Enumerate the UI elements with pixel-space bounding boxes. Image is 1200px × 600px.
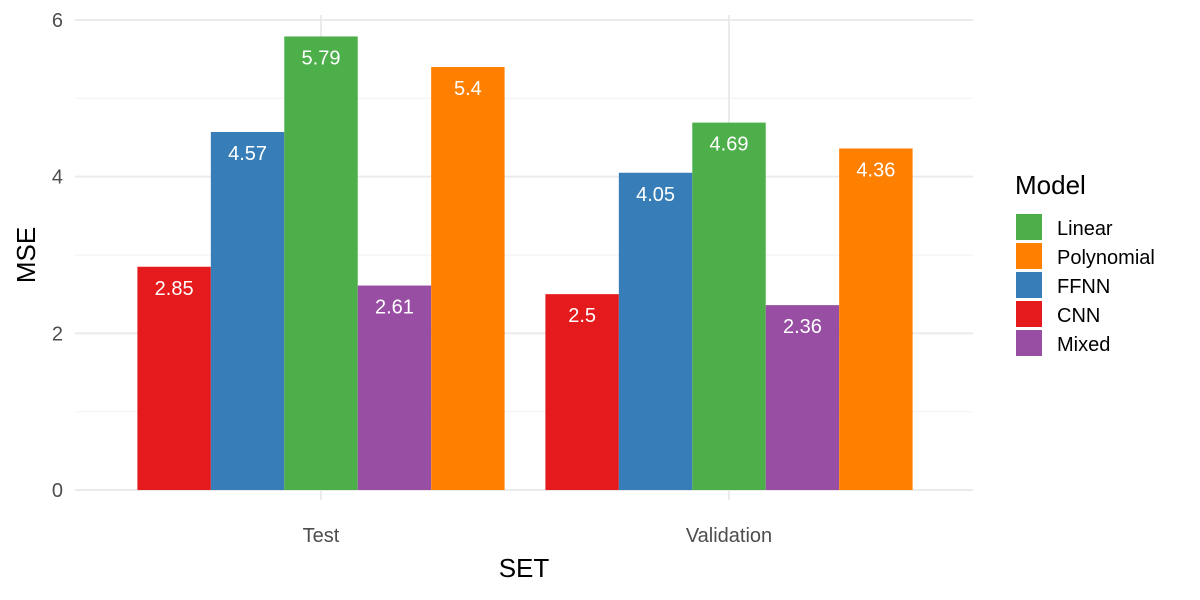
y-axis-ticks: 0 2 4 6 bbox=[52, 10, 63, 502]
bar-cnn-validation bbox=[545, 294, 619, 490]
bar-mixed-test bbox=[357, 285, 432, 490]
x-tick-label: Test bbox=[303, 525, 340, 547]
bar-ffnn-test bbox=[210, 132, 285, 490]
bar-value-label: 2.61 bbox=[375, 297, 414, 319]
legend-items: Linear Polynomial FFNN CNN Mixed bbox=[1016, 214, 1155, 356]
bar-cnn-test bbox=[137, 266, 211, 490]
y-tick-label: 4 bbox=[52, 167, 63, 189]
legend-label-linear: Linear bbox=[1057, 218, 1113, 240]
y-tick-label: 0 bbox=[52, 480, 63, 502]
bar-linear-test bbox=[284, 36, 358, 490]
y-tick-label: 2 bbox=[52, 323, 63, 345]
bar-polynomial-validation bbox=[839, 148, 913, 490]
legend: Model Linear Polynomial FFNN CNN Mixed bbox=[1015, 170, 1155, 356]
x-axis-ticks: Test Validation bbox=[303, 525, 773, 547]
bar-value-label: 4.05 bbox=[636, 184, 675, 206]
bar-value-label: 2.36 bbox=[783, 316, 822, 338]
x-axis-title: SET bbox=[499, 553, 550, 583]
legend-swatch-cnn bbox=[1016, 301, 1042, 327]
bar-value-label: 4.69 bbox=[710, 134, 749, 156]
bar-value-label: 4.57 bbox=[228, 143, 267, 165]
legend-swatch-mixed bbox=[1016, 330, 1042, 356]
bars-layer bbox=[137, 36, 913, 490]
bar-linear-validation bbox=[692, 122, 766, 490]
legend-label-cnn: CNN bbox=[1057, 305, 1100, 327]
legend-label-polynomial: Polynomial bbox=[1057, 247, 1155, 269]
legend-swatch-polynomial bbox=[1016, 243, 1042, 269]
legend-label-mixed: Mixed bbox=[1057, 334, 1110, 356]
bar-value-label: 5.79 bbox=[302, 47, 341, 69]
bar-labels-layer: 2.85 2.5 4.57 4.05 5.79 4.69 2.61 2.36 5.4 4.36 bbox=[155, 47, 896, 338]
bar-polynomial-test bbox=[431, 67, 505, 490]
y-axis-title: MSE bbox=[11, 227, 41, 283]
legend-title: Model bbox=[1015, 170, 1086, 200]
bar-value-label: 4.36 bbox=[856, 159, 895, 181]
bar-value-label: 5.4 bbox=[454, 78, 482, 100]
legend-swatch-linear bbox=[1016, 214, 1042, 240]
y-tick-label: 6 bbox=[52, 10, 63, 32]
bar-value-label: 2.85 bbox=[155, 278, 194, 300]
bar-ffnn-validation bbox=[618, 172, 693, 490]
bar-value-label: 2.5 bbox=[568, 305, 596, 327]
legend-label-ffnn: FFNN bbox=[1057, 276, 1110, 298]
bar-mixed-validation bbox=[765, 305, 840, 490]
x-tick-label: Validation bbox=[686, 525, 772, 547]
legend-swatch-ffnn bbox=[1016, 272, 1042, 298]
